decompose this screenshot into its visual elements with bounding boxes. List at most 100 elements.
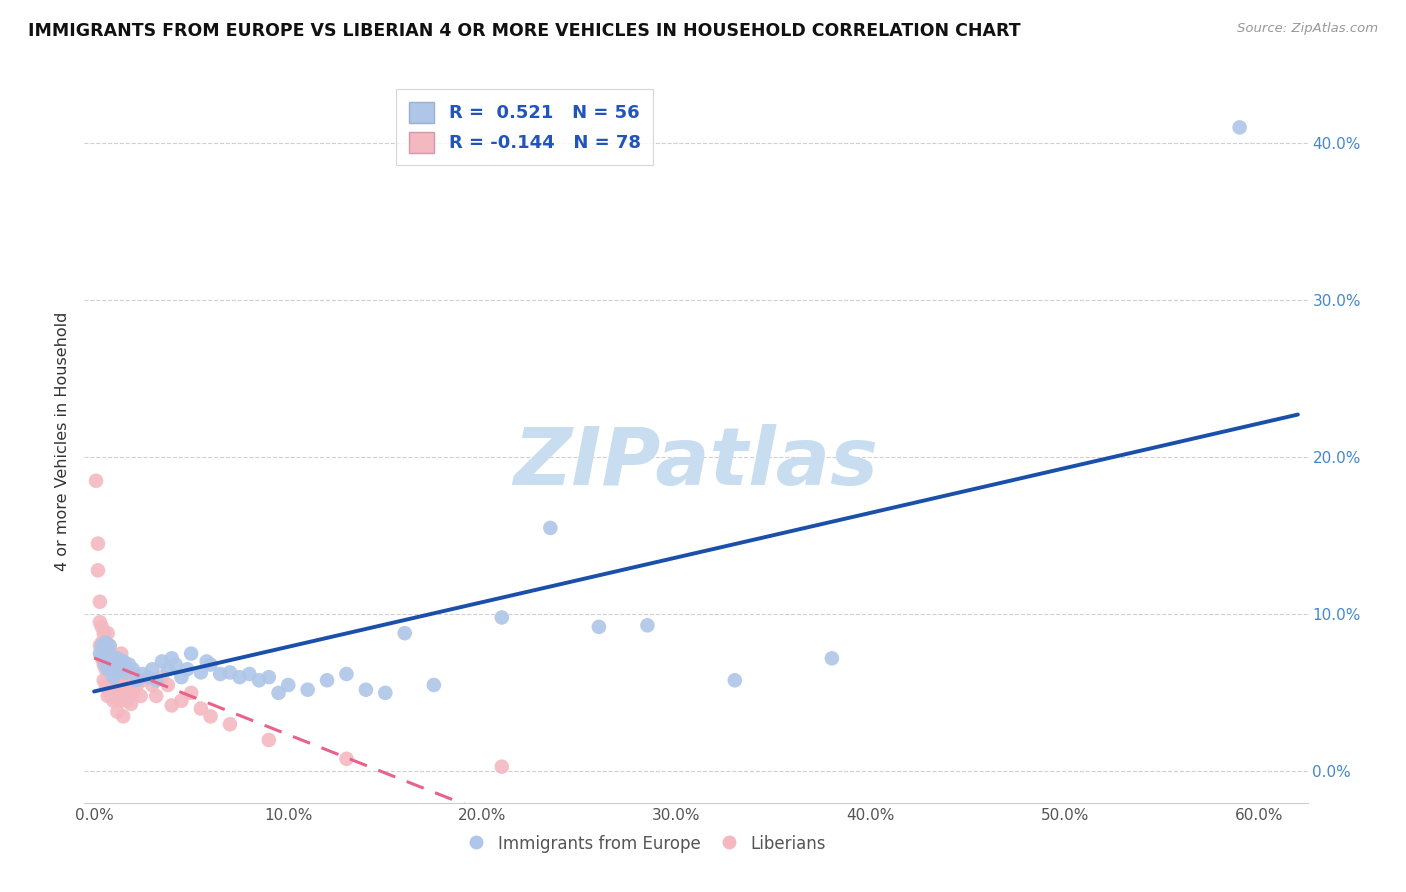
Point xyxy=(94,647,117,661)
Point xyxy=(108,662,131,676)
Point xyxy=(98,682,121,697)
Point xyxy=(93,673,115,688)
Point xyxy=(105,657,128,672)
Point xyxy=(170,694,193,708)
Point xyxy=(112,655,135,669)
Point xyxy=(129,689,152,703)
Point xyxy=(190,665,212,680)
Point xyxy=(103,665,125,680)
Point xyxy=(150,670,173,684)
Point xyxy=(103,670,125,684)
Point xyxy=(491,610,513,624)
Point xyxy=(335,667,357,681)
Point xyxy=(267,686,290,700)
Point xyxy=(145,689,167,703)
Point xyxy=(104,655,127,669)
Point xyxy=(103,651,125,665)
Point xyxy=(97,657,120,672)
Point xyxy=(297,682,319,697)
Point xyxy=(156,678,179,692)
Point xyxy=(115,673,138,688)
Point xyxy=(1229,120,1251,135)
Point xyxy=(94,662,117,676)
Point xyxy=(122,662,145,676)
Point xyxy=(374,686,396,700)
Text: Source: ZipAtlas.com: Source: ZipAtlas.com xyxy=(1237,22,1378,36)
Point xyxy=(105,651,128,665)
Point xyxy=(98,639,121,653)
Point xyxy=(110,647,132,661)
Point xyxy=(118,670,141,684)
Point xyxy=(724,673,747,688)
Point xyxy=(104,686,127,700)
Point xyxy=(138,670,160,684)
Point xyxy=(228,670,250,684)
Point xyxy=(110,667,132,681)
Point xyxy=(156,662,179,676)
Point xyxy=(108,662,131,676)
Point xyxy=(98,667,121,681)
Point xyxy=(160,651,183,665)
Point xyxy=(125,673,148,688)
Point xyxy=(200,709,222,723)
Point xyxy=(103,694,125,708)
Point xyxy=(115,694,138,708)
Point xyxy=(150,655,173,669)
Text: IMMIGRANTS FROM EUROPE VS LIBERIAN 4 OR MORE VEHICLES IN HOUSEHOLD CORRELATION C: IMMIGRANTS FROM EUROPE VS LIBERIAN 4 OR … xyxy=(28,22,1021,40)
Y-axis label: 4 or more Vehicles in Household: 4 or more Vehicles in Household xyxy=(55,312,70,571)
Point xyxy=(100,657,122,672)
Point xyxy=(257,670,280,684)
Point xyxy=(131,673,153,688)
Point xyxy=(94,635,117,649)
Point xyxy=(89,595,111,609)
Point xyxy=(538,521,561,535)
Point xyxy=(394,626,416,640)
Point xyxy=(176,662,198,676)
Point xyxy=(105,705,128,719)
Point xyxy=(94,657,117,672)
Point xyxy=(145,673,167,688)
Point xyxy=(180,647,202,661)
Point xyxy=(120,678,142,692)
Point xyxy=(93,641,115,656)
Point xyxy=(423,678,446,692)
Point xyxy=(114,682,136,697)
Point xyxy=(141,678,163,692)
Point xyxy=(100,649,122,664)
Point xyxy=(103,678,125,692)
Point xyxy=(195,655,218,669)
Point xyxy=(209,667,232,681)
Point xyxy=(120,697,142,711)
Point xyxy=(108,678,131,692)
Point xyxy=(238,667,260,681)
Point xyxy=(110,682,132,697)
Point xyxy=(138,670,160,684)
Point xyxy=(114,667,136,681)
Point xyxy=(105,673,128,688)
Point xyxy=(97,662,120,676)
Point xyxy=(100,689,122,703)
Point xyxy=(112,689,135,703)
Point xyxy=(90,651,112,665)
Point xyxy=(122,686,145,700)
Point xyxy=(90,620,112,634)
Point xyxy=(94,678,117,692)
Point xyxy=(125,678,148,692)
Point xyxy=(89,647,111,661)
Point xyxy=(122,667,145,681)
Point xyxy=(93,651,115,665)
Point xyxy=(316,673,339,688)
Point xyxy=(97,641,120,656)
Point xyxy=(94,635,117,649)
Point xyxy=(118,657,141,672)
Point xyxy=(219,717,242,731)
Point xyxy=(354,682,377,697)
Point xyxy=(219,665,242,680)
Point xyxy=(90,639,112,653)
Point xyxy=(118,686,141,700)
Point xyxy=(97,689,120,703)
Point xyxy=(491,760,513,774)
Point xyxy=(93,626,115,640)
Point xyxy=(170,670,193,684)
Point xyxy=(112,655,135,669)
